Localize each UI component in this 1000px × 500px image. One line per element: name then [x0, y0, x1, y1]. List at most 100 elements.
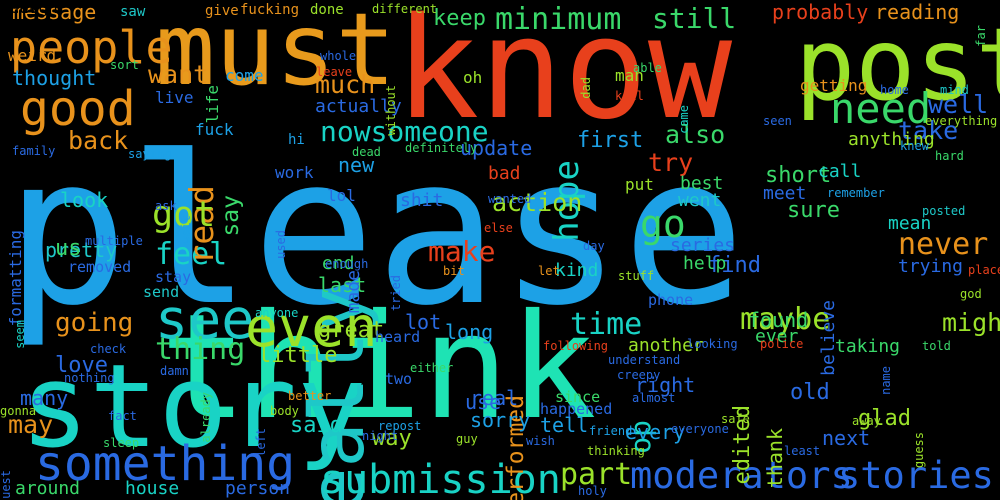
cloud-word: life — [205, 85, 221, 124]
cloud-word: still — [652, 5, 736, 33]
cloud-word: give — [205, 4, 239, 18]
cloud-word: happened — [540, 402, 612, 417]
cloud-word: fucking — [240, 3, 299, 17]
cloud-word: away — [852, 415, 881, 427]
cloud-word: gonna — [0, 405, 36, 417]
cloud-word: without — [385, 85, 397, 136]
cloud-word: remember — [827, 187, 885, 199]
cloud-word: though — [0, 0, 58, 16]
cloud-word: friend — [589, 425, 632, 437]
cloud-word: sleep — [103, 437, 139, 449]
cloud-word: repost — [378, 420, 421, 432]
cloud-word: call — [818, 163, 861, 181]
cloud-word: bad — [488, 165, 521, 183]
cloud-word: anyone — [255, 307, 298, 319]
cloud-word: mind — [940, 84, 969, 96]
cloud-word: send — [143, 285, 179, 300]
cloud-word: kind — [555, 262, 598, 280]
cloud-word: nothing — [64, 372, 115, 384]
cloud-word: going — [55, 310, 133, 336]
cloud-word: long — [445, 322, 493, 342]
cloud-word: saying — [128, 148, 171, 160]
cloud-word: went — [678, 192, 721, 210]
cloud-word: work — [275, 165, 314, 181]
cloud-word: guy — [456, 433, 478, 445]
cloud-word: fuck — [195, 122, 234, 138]
cloud-word: place — [968, 264, 1000, 276]
cloud-word: house — [125, 480, 179, 498]
cloud-word: understand — [608, 354, 680, 366]
cloud-word: look — [60, 190, 108, 210]
cloud-word: following — [543, 340, 608, 352]
cloud-word: posted — [922, 205, 965, 217]
cloud-word: check — [90, 343, 126, 355]
cloud-word: creepy — [617, 369, 660, 381]
cloud-word: dad — [580, 77, 592, 99]
cloud-word: either — [410, 362, 453, 374]
cloud-word: sort — [110, 59, 139, 71]
cloud-word: put — [625, 177, 654, 193]
cloud-word: meet — [763, 185, 806, 203]
cloud-word: told — [922, 340, 951, 352]
cloud-word: done — [310, 3, 344, 17]
cloud-word: different — [372, 3, 437, 15]
cloud-word: also — [665, 122, 725, 147]
cloud-word: name — [880, 366, 892, 395]
cloud-word: removed — [68, 260, 131, 275]
cloud-word: thing — [155, 335, 245, 365]
cloud-word: person — [225, 480, 290, 498]
cloud-word: body — [270, 405, 299, 417]
cloud-word: wait — [180, 215, 192, 244]
cloud-word: seen — [763, 115, 792, 127]
cloud-word: stuff — [618, 270, 654, 282]
cloud-word: say — [220, 195, 243, 237]
cloud-word: ask — [155, 200, 177, 212]
cloud-word: kill — [615, 90, 644, 102]
cloud-word: help — [683, 255, 726, 273]
cloud-word: wanted — [488, 193, 531, 205]
cloud-word: might — [942, 310, 1000, 335]
cloud-word: family — [12, 145, 55, 157]
cloud-word: dead — [352, 146, 381, 158]
cloud-word: god — [960, 288, 982, 300]
cloud-word: guess — [913, 432, 925, 468]
cloud-word: tried — [390, 275, 402, 311]
cloud-word: trying — [898, 258, 963, 276]
cloud-word: first — [577, 130, 643, 152]
cloud-word: taking — [835, 338, 900, 356]
cloud-word: phone — [648, 293, 693, 308]
cloud-word: leave — [316, 66, 352, 78]
cloud-word: thinking — [587, 445, 645, 457]
cloud-word: probably — [772, 2, 868, 22]
cloud-word: enough — [325, 258, 368, 270]
cloud-word: fact — [108, 410, 137, 422]
cloud-word: us — [55, 238, 82, 260]
cloud-word: definitely — [405, 142, 477, 154]
cloud-word: wish — [526, 435, 555, 447]
cloud-word: shit — [400, 192, 443, 210]
cloud-word: police — [760, 338, 803, 350]
cloud-word: next — [822, 428, 870, 448]
cloud-word: everything — [925, 115, 997, 127]
cloud-word: multiple — [85, 235, 143, 247]
cloud-word: old — [790, 382, 830, 404]
cloud-word: said — [290, 415, 343, 437]
cloud-word: came — [678, 105, 690, 134]
cloud-word: live — [155, 90, 194, 106]
cloud-word: come — [225, 68, 264, 84]
cloud-word: hard — [935, 150, 964, 162]
cloud-word: holy — [578, 485, 607, 497]
cloud-word: two — [385, 372, 412, 387]
cloud-word: formatting — [8, 230, 24, 326]
cloud-word: hi — [288, 133, 305, 147]
cloud-word: used — [275, 230, 287, 259]
cloud-word: minimum — [495, 5, 621, 35]
cloud-word: back — [68, 128, 128, 153]
cloud-word: thank — [765, 428, 785, 488]
cloud-word: thought — [12, 68, 96, 88]
cloud-word: whole — [320, 50, 356, 62]
cloud-word: request — [0, 470, 12, 500]
cloud-word: knew — [900, 140, 929, 152]
cloud-word: far — [975, 25, 987, 47]
